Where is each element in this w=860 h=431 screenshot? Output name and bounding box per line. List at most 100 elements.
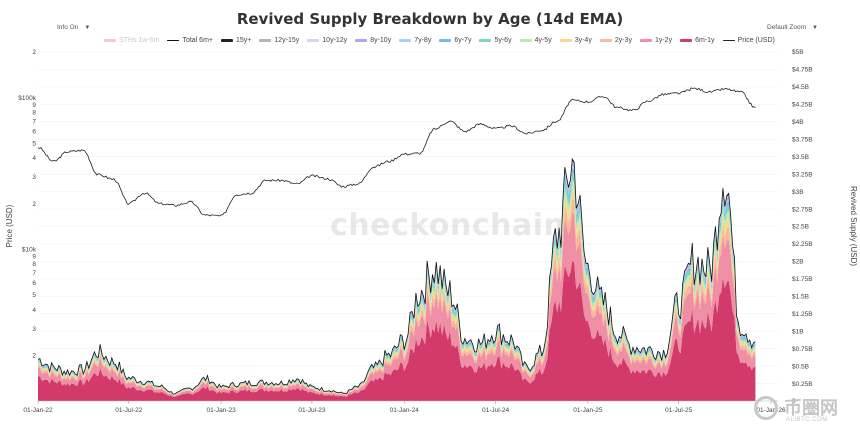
x-tick-label: 01-Jan-24 [390,407,420,414]
x-tick-label: 01-Jan-25 [573,407,603,414]
y-right-tick-label: $1.5B [792,294,809,301]
legend-swatch [519,39,532,42]
y-left-tick-label: 2 [32,49,36,56]
legend-swatch [221,39,233,42]
y-right-tick-label: $1.25B [792,311,813,318]
legend-swatch [399,39,412,42]
x-tick-label: 01-Jul-22 [115,407,142,414]
legend-swatch [167,40,180,41]
legend-swatch [722,40,735,41]
y-left-tick-label: 5 [32,141,36,148]
y-right-tick-label: $4.75B [792,67,813,74]
y-left-tick-label: 7 [32,270,36,277]
watermark: checkonchain [330,208,566,243]
legend-label: 10y-12y [322,37,348,44]
x-tick-label: 01-Jul-25 [665,407,692,414]
legend-item[interactable]: 15y+ [221,37,251,44]
legend-label: Total 6m+ [182,37,213,44]
logo-brand: 币圈网 [784,398,838,419]
legend-label: 12y-15y [274,37,300,44]
y-left-tick-label: 6 [32,280,36,287]
legend-label: 3y-4y [574,37,592,44]
legend-label: Price (USD) [737,37,775,44]
site-logo: 币圈网 ALIBTC.COM [752,392,858,430]
y-right-tick-label: $3.25B [792,171,813,178]
legend-item[interactable]: 1y-2y [639,37,672,44]
y-left-tick-label: 8 [32,261,36,268]
legend-swatch [599,39,612,42]
legend-item[interactable]: 4y-5y [519,37,552,44]
axes: 0 $0.25B $0.5B $0.75B $1B $1.25B $1.5B $1.75B $2… [18,49,812,414]
y-right-tick-label: $2B [792,259,804,266]
y-right-tick-label: $4.25B [792,102,813,109]
zoom-dropdown[interactable]: Default Zoom ▼ [767,24,818,31]
x-tick-label: 01-Jul-24 [482,407,509,414]
x-tick-label: 01-Jan-22 [23,407,53,414]
legend-item[interactable]: 7y-8y [399,37,431,44]
legend-label: 4y-5y [534,37,552,44]
legend-item[interactable]: STHs 1w-6m [104,37,159,44]
y-right-tick-label: $0.25B [792,381,813,388]
legend-swatch [104,39,116,42]
y-right-tick-label: $5B [792,49,804,56]
legend-item[interactable]: 8y-10y [355,37,391,44]
legend-item[interactable]: Price (USD) [722,37,775,44]
chevron-down-icon: ▼ [84,25,91,31]
y-left-tick-label: 4 [32,155,36,162]
y-right-tick-label: $4.5B [792,84,809,91]
y-right-tick-label: $1B [792,328,804,335]
legend-item[interactable]: 6y-7y [439,37,471,44]
chart-legend: STHs 1w-6m Total 6m+ 15y+ 12y-15y 10y-12y 8y-… [104,37,784,44]
legend-swatch [259,39,272,42]
y-left-tick-label: 4 [32,307,36,314]
y-right-tick-label: $3.75B [792,136,813,143]
total-6m-plus-line [37,157,756,395]
info-toggle-label: Info On [57,24,79,31]
price-line-layer [37,87,756,217]
revived-supply-areas [38,159,756,401]
y-left-tick-label: $10k [22,247,37,254]
legend-label: 5y-6y [494,37,512,44]
y-left-axis-title: Price (USD) [5,204,14,247]
legend-item[interactable]: 3y-4y [559,37,592,44]
legend-label: 6m-1y [695,37,715,44]
legend-item[interactable]: 5y-6y [479,37,512,44]
y-right-tick-label: $2.5B [792,224,809,231]
y-left-tick-label: 7 [32,118,36,125]
y-left-tick-label: 9 [32,102,36,109]
legend-label: 8y-10y [370,37,392,44]
y-right-tick-label: $2.25B [792,241,813,248]
legend-item[interactable]: 6m-1y [680,37,715,44]
legend-label: 15y+ [236,37,252,44]
y-left-tick-label: 2 [32,201,36,208]
chart-title: Revived Supply Breakdown by Age (14d EMA… [236,10,624,28]
y-left-tick-label: 6 [32,129,36,136]
legend-item[interactable]: Total 6m+ [167,37,213,44]
legend-label: STHs 1w-6m [119,37,160,44]
y-right-tick-label: $3B [792,189,804,196]
legend-item[interactable]: 12y-15y [259,37,299,44]
total-line-layer [37,157,756,395]
y-left-tick-label: $100k [18,95,36,102]
chevron-down-icon: ▼ [812,25,818,31]
x-tick-label: 01-Jul-23 [298,407,325,414]
legend-swatch [680,39,693,42]
info-toggle-dropdown[interactable]: Info On ▼ [57,24,90,31]
legend-swatch [639,39,652,42]
y-right-tick-label: $2.75B [792,206,813,213]
legend-label: 2y-3y [614,37,632,44]
revived-band-1y-2y [38,212,756,397]
legend-label: 6y-7y [454,37,472,44]
legend-label: 7y-8y [414,37,432,44]
y-right-axis-title: Revived Supply (USD) [849,186,858,266]
y-left-tick-label: 3 [32,326,36,333]
y-right-tick-label: $4B [792,119,804,126]
legend-item[interactable]: 2y-3y [599,37,632,44]
legend-swatch [355,39,368,42]
y-left-tick-label: 2 [32,353,36,360]
zoom-label: Default Zoom [767,24,807,31]
legend-item[interactable]: 10y-12y [307,37,347,44]
y-left-tick-label: 5 [32,292,36,299]
y-right-tick-label: $1.75B [792,276,813,283]
